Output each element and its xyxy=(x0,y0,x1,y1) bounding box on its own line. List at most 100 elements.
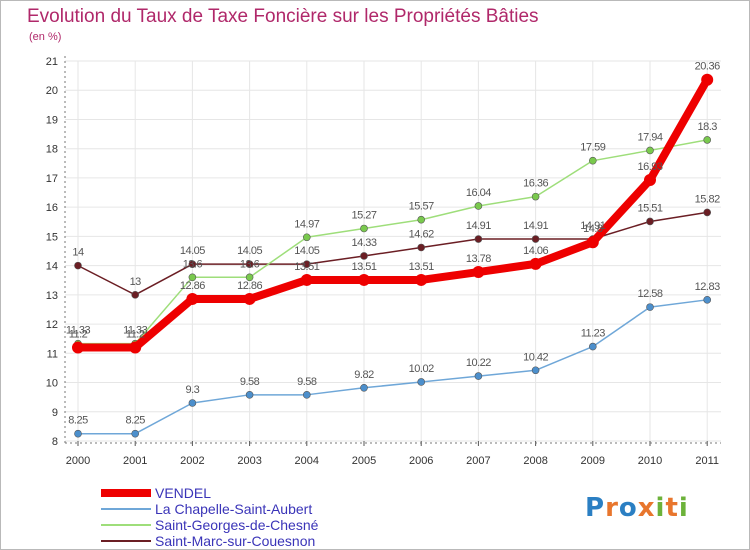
data-point xyxy=(417,243,426,252)
y-tick-label: 9 xyxy=(52,407,58,419)
data-label: 14.33 xyxy=(351,237,376,249)
x-tick-label: 2009 xyxy=(581,455,605,467)
data-label: 15.51 xyxy=(637,202,662,214)
y-tick-label: 20 xyxy=(46,85,58,97)
data-point xyxy=(588,156,597,165)
data-point xyxy=(74,261,82,270)
x-tick-label: 2003 xyxy=(237,455,261,467)
data-label: 14.05 xyxy=(294,245,319,257)
data-point xyxy=(531,192,540,201)
data-label: 9.58 xyxy=(240,376,260,388)
x-tick-label: 2010 xyxy=(638,455,662,467)
data-label: 9.58 xyxy=(297,376,317,388)
data-point xyxy=(360,252,368,260)
data-point xyxy=(302,391,311,399)
y-tick-label: 17 xyxy=(46,173,58,185)
data-label: 14.8 xyxy=(583,223,603,235)
chart-title: Evolution du Taux de Taxe Foncière sur l… xyxy=(27,6,539,27)
data-point xyxy=(646,217,654,226)
data-point xyxy=(360,224,368,233)
legend-label: VENDEL xyxy=(155,485,212,501)
data-label: 11.2 xyxy=(126,328,145,340)
data-point xyxy=(188,260,197,268)
y-tick-label: 8 xyxy=(52,436,58,448)
data-point xyxy=(186,292,199,305)
data-point xyxy=(531,235,540,243)
y-tick-label: 10 xyxy=(46,378,58,390)
data-label: 11.33 xyxy=(123,325,148,337)
data-point xyxy=(703,296,712,304)
data-point xyxy=(415,273,428,286)
data-label: 10.02 xyxy=(409,363,434,375)
legend-item: La Chapelle-Saint-Aubert xyxy=(101,501,318,517)
data-label: 13.51 xyxy=(409,261,434,273)
data-label: 9.82 xyxy=(354,369,374,381)
data-point xyxy=(417,378,426,386)
x-tick-label: 2005 xyxy=(352,455,376,467)
y-tick-label: 16 xyxy=(46,202,58,214)
data-label: 12.83 xyxy=(695,281,720,293)
data-point xyxy=(245,260,254,268)
x-tick-label: 2011 xyxy=(695,455,719,467)
data-label: 14.06 xyxy=(523,245,548,257)
data-point xyxy=(245,273,254,282)
chart-unit-label: (en %) xyxy=(29,31,62,43)
series-layer xyxy=(72,73,714,438)
x-tick-label: 2007 xyxy=(466,455,490,467)
data-label: 9.3 xyxy=(186,384,200,396)
data-point xyxy=(646,303,654,311)
data-label: 13.6 xyxy=(183,258,203,270)
data-label: 12.58 xyxy=(637,288,662,300)
data-label: 14 xyxy=(72,247,84,259)
data-point xyxy=(188,399,197,407)
x-tick-label: 2004 xyxy=(295,455,319,467)
data-label: 15.82 xyxy=(695,193,720,205)
data-label: 11.2 xyxy=(69,328,88,340)
data-label: 13 xyxy=(130,276,142,288)
x-tick-label: 2008 xyxy=(523,455,547,467)
data-point xyxy=(588,342,597,351)
data-point xyxy=(131,291,139,299)
data-label: 17.59 xyxy=(580,142,605,154)
data-label: 13.51 xyxy=(351,261,376,273)
legend-swatch xyxy=(101,540,151,542)
legend-item: VENDEL xyxy=(101,485,318,501)
series-line xyxy=(77,139,708,345)
proxiti-logo: Proxiti xyxy=(585,493,689,523)
data-point xyxy=(302,233,311,242)
data-label: 12.86 xyxy=(237,280,262,292)
data-point xyxy=(474,202,483,210)
data-point xyxy=(245,391,254,399)
legend-item: Saint-Georges-de-Chesné xyxy=(101,517,318,533)
data-point xyxy=(417,215,426,224)
y-tick-label: 19 xyxy=(46,114,58,126)
legend-swatch xyxy=(101,489,151,497)
legend-label: Saint-Marc-sur-Couesnon xyxy=(155,533,316,549)
data-point xyxy=(302,260,311,268)
legend-swatch xyxy=(101,524,151,526)
x-tick-label: 2000 xyxy=(66,455,90,467)
y-tick-label: 13 xyxy=(46,290,58,302)
y-tick-label: 15 xyxy=(46,231,58,243)
data-label: 13.6 xyxy=(240,258,260,270)
data-point xyxy=(360,383,368,392)
grid-layer xyxy=(65,60,721,442)
series-line xyxy=(74,75,712,352)
data-label: 14.91 xyxy=(523,220,548,232)
data-point xyxy=(586,236,599,249)
axis-layer: 8 9 10 11 12 13 14 15 16 17 18 19 20 21 2000 2001 2002 20… xyxy=(46,56,721,467)
data-point xyxy=(703,208,712,217)
data-point xyxy=(529,257,542,270)
y-tick-label: 21 xyxy=(46,56,58,68)
data-label: 14.91 xyxy=(580,220,605,232)
data-point xyxy=(358,273,370,286)
data-label: 14.05 xyxy=(237,245,262,257)
data-point xyxy=(188,273,197,282)
data-label: 15.57 xyxy=(409,201,434,213)
data-point xyxy=(300,273,313,286)
legend-label: Saint-Georges-de-Chesné xyxy=(155,517,319,533)
y-tick-label: 11 xyxy=(47,348,58,360)
data-label: 12.86 xyxy=(180,280,205,292)
data-label: 14.91 xyxy=(466,220,491,232)
data-label: 15.27 xyxy=(351,209,376,221)
